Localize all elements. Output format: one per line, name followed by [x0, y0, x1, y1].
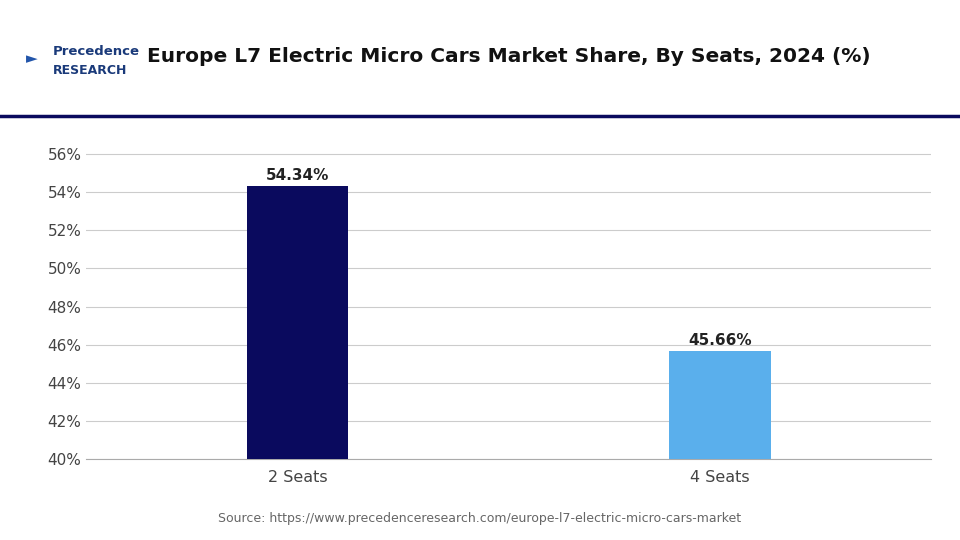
Bar: [669, 351, 771, 540]
Text: 54.34%: 54.34%: [266, 168, 329, 183]
Text: Source: https://www.precedenceresearch.com/europe-l7-electric-micro-cars-market: Source: https://www.precedenceresearch.c…: [219, 512, 741, 525]
Text: ►: ►: [26, 51, 37, 66]
Bar: [247, 186, 348, 540]
Text: 45.66%: 45.66%: [688, 333, 752, 348]
Text: Europe L7 Electric Micro Cars Market Share, By Seats, 2024 (%): Europe L7 Electric Micro Cars Market Sha…: [147, 47, 871, 66]
Text: RESEARCH: RESEARCH: [53, 64, 127, 77]
Text: Precedence: Precedence: [53, 45, 140, 58]
